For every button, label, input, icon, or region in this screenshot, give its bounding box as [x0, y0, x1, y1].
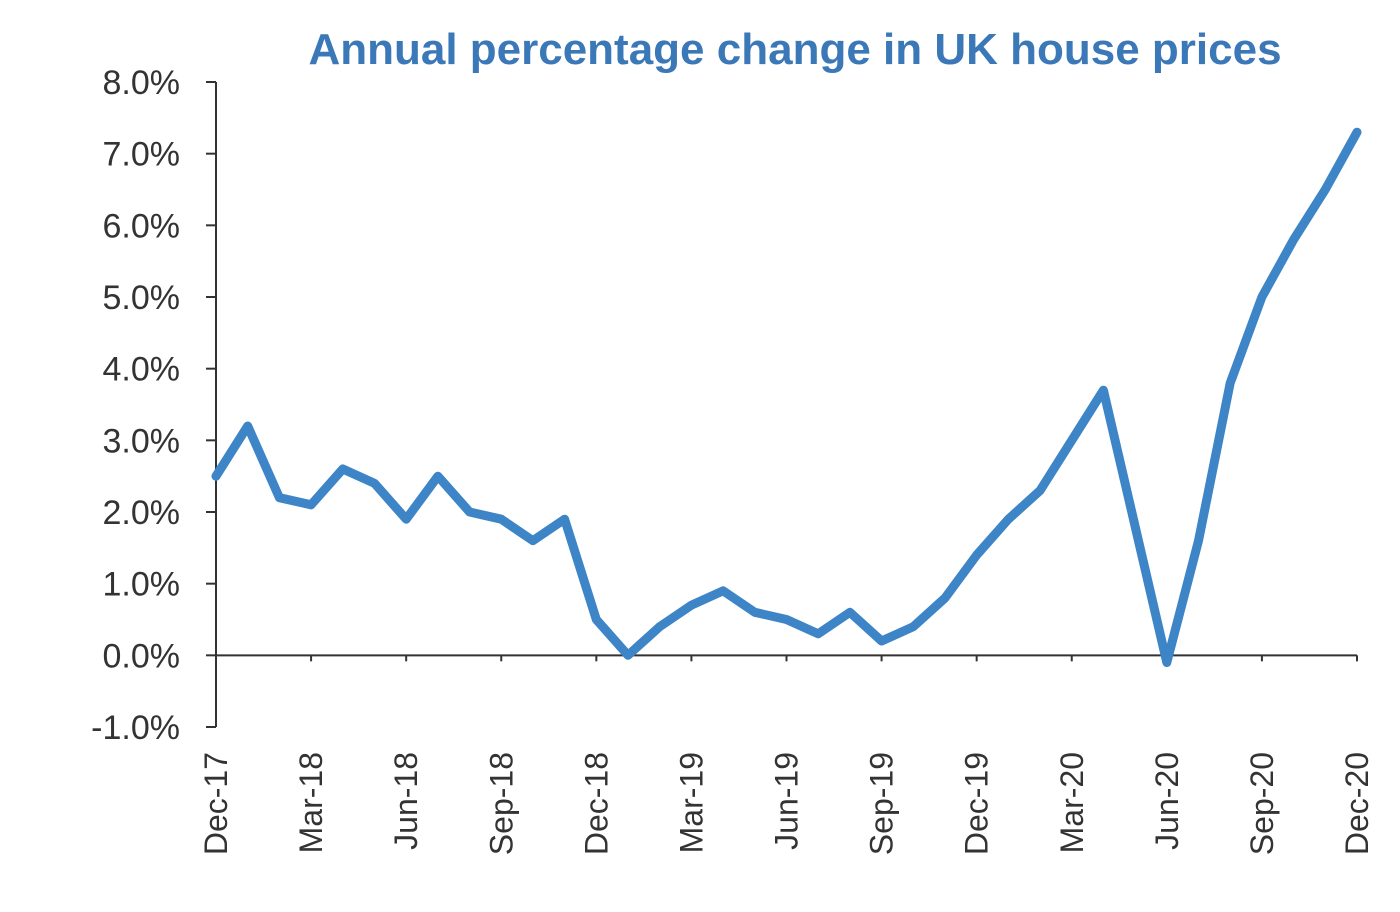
y-tick-label: 7.0%: [103, 136, 181, 174]
y-axis: 8.0% 7.0% 6.0% 5.0% 4.0% 3.0% 2.0% 1.0% 0.0% -1.0…: [91, 64, 217, 747]
x-axis: Dec-17 Mar-18 Jun-18 Sep-18 Dec-18 Mar-19 Jun-…: [198, 654, 1375, 855]
chart-title: Annual percentage change in UK house pri…: [308, 25, 1281, 74]
y-tick-label: 3.0%: [103, 422, 181, 460]
x-tick-label: Mar-18: [293, 752, 329, 853]
y-tick-label: 8.0%: [103, 64, 181, 102]
y-tick-label: 0.0%: [103, 637, 181, 675]
x-tick-label: Dec-19: [959, 752, 995, 855]
y-tick-label: 4.0%: [103, 351, 181, 389]
y-tick-label: 6.0%: [103, 207, 181, 245]
series-line: [211, 127, 1362, 667]
y-tick-label: 1.0%: [103, 566, 181, 604]
x-tick-label: Jun-20: [1149, 752, 1185, 850]
x-tick-label: Mar-20: [1054, 752, 1090, 853]
x-tick-label: Sep-20: [1244, 752, 1280, 855]
x-tick-label: Sep-19: [864, 752, 900, 855]
y-tick-label: -1.0%: [91, 709, 180, 747]
x-tick-label: Mar-19: [673, 752, 709, 853]
y-tick-label: 2.0%: [103, 494, 181, 532]
x-tick-label: Sep-18: [483, 752, 519, 855]
y-tick-label: 5.0%: [103, 279, 181, 317]
x-tick-label: Dec-17: [198, 752, 234, 855]
x-tick-label: Dec-18: [578, 752, 614, 855]
x-tick-label: Dec-20: [1339, 752, 1375, 855]
series-layer: [211, 127, 1362, 667]
x-tick-label: Jun-18: [388, 752, 424, 850]
x-tick-label: Jun-19: [769, 752, 805, 850]
